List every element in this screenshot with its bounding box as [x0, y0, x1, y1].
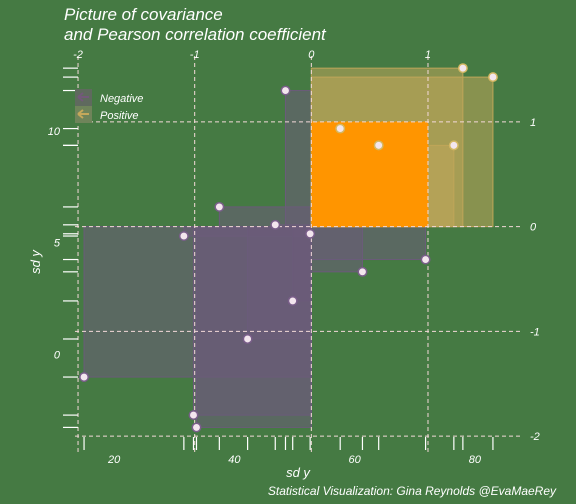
y-tick-label-0: 0: [54, 350, 61, 362]
deviation-rect-6: [284, 90, 312, 228]
axis-tick-labels: 20 40 60 80 0 5 10 -2 -2 -1 -1 0 0 1 1: [48, 49, 540, 466]
data-point-9: [191, 422, 202, 433]
data-point-16: [487, 72, 498, 83]
data-point-4: [214, 201, 225, 212]
x-tick-label-80: 80: [469, 454, 482, 466]
x-tick-label-60: 60: [349, 454, 362, 466]
sd-x-tick--2: -2: [73, 49, 83, 61]
sd-y-tick--1: -1: [530, 326, 540, 338]
data-points: [79, 63, 498, 433]
legend-item-negative: Negative: [75, 89, 143, 106]
x-tick-label-20: 20: [107, 454, 121, 466]
sd-y-tick-0: 0: [530, 222, 537, 234]
legend-item-positive: Positive: [75, 106, 139, 123]
sd-x-tick--1: -1: [190, 49, 200, 61]
data-point-1: [270, 219, 281, 230]
x-axis-title: sd y: [286, 465, 311, 480]
sd-y-tick-1: 1: [530, 117, 536, 129]
legend-label-positive: Positive: [100, 110, 139, 122]
data-point-0: [305, 228, 316, 239]
chart-caption: Statistical Visualization: Gina Reynolds…: [268, 484, 557, 498]
data-point-6: [280, 85, 291, 96]
data-point-13: [373, 140, 384, 151]
x-tick-label-40: 40: [228, 454, 241, 466]
chart-title-line-2: and Pearson correlation coefficient: [64, 25, 327, 44]
chart-title-line-1: Picture of covariance: [64, 5, 223, 24]
legend-label-negative: Negative: [100, 93, 143, 105]
highlighted-rectangle: [310, 121, 429, 228]
deviation-rect-5: [310, 226, 363, 273]
rug-marks: [63, 67, 494, 450]
y-axis-title: sd y: [28, 249, 43, 274]
legend: Negative Positive: [75, 89, 143, 123]
sd-x-tick-0: 0: [308, 49, 315, 61]
data-point-8: [79, 372, 89, 382]
data-point-14: [448, 140, 459, 151]
data-point-5: [357, 266, 368, 277]
data-point-2: [178, 231, 189, 241]
data-point-12: [335, 123, 346, 134]
data-point-11: [287, 295, 298, 306]
sd-x-tick-1: 1: [425, 49, 431, 61]
legend-arrowhead-negative: [77, 92, 84, 102]
deviation-rectangles: [83, 67, 494, 428]
y-tick-label-10: 10: [48, 126, 61, 138]
sd-y-tick--2: -2: [530, 431, 540, 443]
data-point-3: [420, 254, 431, 265]
y-tick-label-5: 5: [54, 238, 61, 250]
legend-arrowhead-positive: [77, 109, 84, 119]
data-point-10: [242, 334, 253, 344]
data-point-7: [188, 410, 199, 421]
data-point-15: [457, 63, 468, 74]
